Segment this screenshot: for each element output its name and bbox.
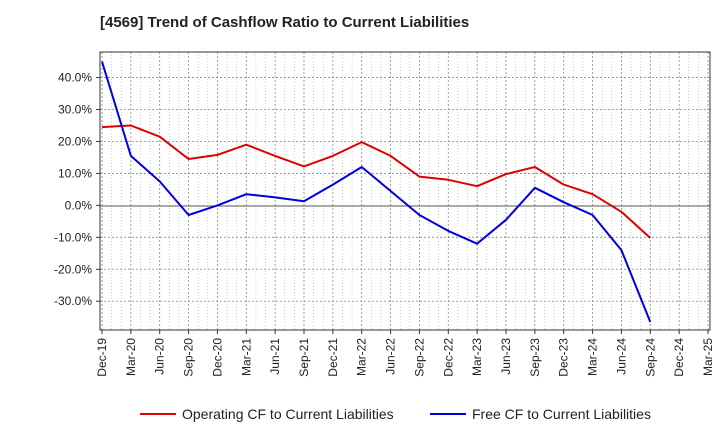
y-tick-label: 10.0%	[58, 166, 92, 180]
x-tick-label: Sep-23	[528, 338, 542, 377]
y-tick-label: -20.0%	[54, 262, 92, 276]
y-tick-label: 30.0%	[58, 103, 92, 117]
x-tick-label: Dec-24	[672, 338, 686, 377]
legend-label: Operating CF to Current Liabilities	[182, 406, 394, 422]
x-tick-label: Dec-23	[557, 338, 571, 377]
y-tick-label: -10.0%	[54, 230, 92, 244]
grid-lines	[100, 52, 710, 330]
x-tick-label: Sep-24	[643, 338, 657, 377]
x-tick-label: Jun-22	[384, 338, 398, 375]
plot-frame	[99, 51, 711, 331]
x-tick-label: Sep-21	[297, 338, 311, 377]
x-tick-label: Dec-22	[441, 338, 455, 377]
x-tick-label: Dec-19	[95, 338, 109, 377]
x-tick-label: Sep-22	[412, 338, 426, 377]
y-tick-label: -30.0%	[54, 294, 92, 308]
legend-label: Free CF to Current Liabilities	[472, 406, 651, 422]
x-tick-label: Dec-21	[326, 338, 340, 377]
y-tick-label: 40.0%	[58, 71, 92, 85]
y-tick-label: 20.0%	[58, 134, 92, 148]
x-tick-label: Mar-21	[239, 338, 253, 376]
series-line	[101, 124, 651, 239]
y-tick-label: 0.0%	[65, 198, 93, 212]
x-tick-label: Mar-25	[701, 338, 715, 376]
x-tick-label: Jun-24	[614, 338, 628, 375]
x-tick-label: Mar-24	[586, 338, 600, 376]
series-lines	[101, 61, 652, 323]
x-axis: Dec-19 Mar-20 Jun-20 Sep-20 Dec-20 Mar-21 Jun-…	[95, 330, 715, 377]
x-tick-label: Mar-22	[355, 338, 369, 376]
chart-title: [4569] Trend of Cashflow Ratio to Curren…	[100, 14, 470, 31]
x-tick-label: Mar-20	[124, 338, 138, 376]
x-tick-label: Jun-23	[499, 338, 513, 375]
series-line	[101, 61, 652, 323]
x-tick-label: Jun-20	[153, 338, 167, 375]
legend: Operating CF to Current Liabilities Free …	[140, 406, 651, 422]
y-axis: -30.0% -20.0% -10.0% 0.0% 10.0% 20.0% 30.0% 40.…	[54, 71, 100, 308]
x-tick-label: Mar-23	[470, 338, 484, 376]
x-tick-label: Sep-20	[182, 338, 196, 377]
x-tick-label: Jun-21	[268, 338, 282, 375]
x-tick-label: Dec-20	[210, 338, 224, 377]
